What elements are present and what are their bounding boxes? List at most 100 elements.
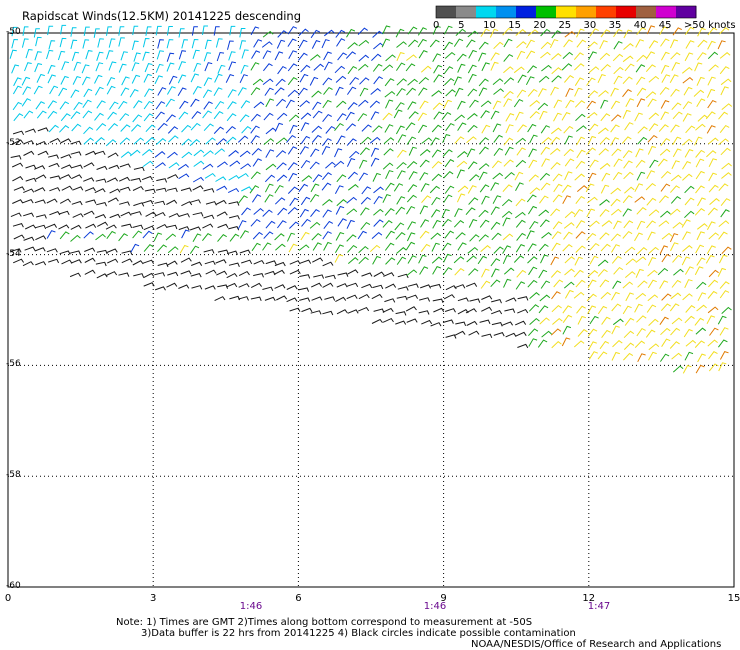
wind-barb — [527, 205, 538, 215]
wind-barb — [287, 162, 298, 171]
wind-barb — [516, 232, 526, 241]
wind-barb — [358, 293, 370, 300]
wind-barb — [718, 138, 729, 146]
wind-barb — [587, 328, 598, 337]
wind-barb — [563, 281, 575, 289]
wind-barb — [708, 363, 719, 372]
wind-barb — [385, 283, 397, 289]
wind-barb — [48, 40, 56, 50]
wind-barb — [61, 259, 73, 265]
wind-barb — [358, 159, 368, 169]
wind-barb — [417, 124, 427, 134]
wind-barb — [708, 351, 718, 360]
wind-barb — [265, 260, 277, 265]
wind-barb — [481, 268, 490, 278]
wind-barb — [322, 261, 334, 267]
wind-barb — [312, 110, 323, 119]
wind-barb — [549, 148, 561, 155]
wind-barb — [237, 172, 249, 179]
wind-barb — [696, 304, 707, 312]
wind-barb — [538, 243, 549, 252]
wind-barb — [179, 244, 189, 254]
wind-barb — [445, 89, 456, 97]
wind-barb — [239, 28, 246, 38]
wind-barb — [253, 101, 265, 109]
wind-barb — [382, 64, 394, 72]
wind-barb — [382, 317, 394, 323]
wind-barb — [381, 38, 391, 48]
wind-barb — [192, 212, 204, 217]
wind-barb — [202, 110, 212, 119]
wind-barb — [274, 87, 285, 95]
wind-barb — [600, 113, 611, 122]
wind-barb — [444, 25, 453, 35]
wind-barb — [36, 73, 45, 83]
wind-barb — [539, 110, 548, 120]
wind-barb — [623, 43, 634, 50]
wind-barb — [645, 64, 656, 73]
wind-barb — [561, 63, 573, 71]
wind-barb — [645, 91, 657, 99]
wind-barb — [599, 162, 611, 170]
note-line-1: Note: 1) Times are GMT 2)Times along bot… — [116, 617, 533, 628]
wind-barb — [252, 78, 264, 86]
legend-swatch — [636, 6, 657, 18]
wind-barb — [695, 364, 705, 374]
wind-barb — [385, 54, 396, 62]
wind-barb — [515, 111, 524, 121]
wind-barb — [645, 329, 656, 338]
wind-barb — [623, 330, 635, 339]
wind-barb — [265, 149, 275, 158]
wind-barb — [23, 140, 35, 145]
wind-barb — [469, 298, 481, 303]
legend-swatch — [516, 6, 537, 18]
wind-barb — [538, 269, 548, 279]
wind-barb — [310, 183, 320, 193]
wind-barb — [612, 171, 623, 181]
wind-barb — [503, 98, 513, 107]
wind-barb — [177, 74, 187, 84]
wind-barb — [34, 63, 43, 73]
wind-barb — [491, 160, 502, 169]
wind-barb — [289, 269, 301, 275]
wind-barb — [647, 269, 658, 277]
wind-barb — [672, 136, 682, 146]
wind-barb — [694, 136, 703, 146]
wind-barb — [84, 247, 96, 252]
wind-barb — [84, 187, 96, 192]
wind-barb — [154, 272, 166, 277]
wind-barb — [70, 234, 81, 242]
wind-barb — [321, 146, 331, 155]
wind-barb — [491, 299, 502, 304]
wind-barb — [346, 208, 358, 215]
wind-barb — [24, 62, 32, 72]
wind-barb — [370, 147, 380, 157]
wind-barb — [131, 124, 142, 132]
wind-barb — [504, 146, 514, 156]
wind-barb — [517, 343, 529, 349]
wind-barb — [347, 171, 358, 180]
wind-barb — [94, 74, 103, 84]
wind-barb — [682, 364, 692, 374]
wind-barb — [157, 39, 164, 49]
wind-barb — [721, 162, 732, 170]
wind-barb — [457, 151, 468, 158]
wind-barb — [396, 196, 406, 205]
wind-barb — [299, 208, 309, 218]
wind-barb — [646, 304, 657, 313]
wind-barb — [13, 113, 24, 122]
wind-barb — [191, 38, 199, 49]
wind-barb — [336, 174, 347, 183]
wind-barb — [168, 75, 178, 85]
wind-barb — [493, 88, 504, 95]
wind-barb — [587, 135, 597, 145]
wind-barb — [300, 259, 312, 264]
note-line-2: 3)Data buffer is 22 hrs from 20141225 4)… — [141, 628, 576, 639]
wind-barb — [541, 158, 550, 167]
wind-barb — [624, 317, 635, 326]
wind-barb — [106, 76, 116, 86]
wind-barb — [697, 197, 706, 207]
wind-barb — [575, 160, 586, 169]
wind-barb — [13, 234, 25, 240]
wind-barb — [228, 174, 240, 181]
